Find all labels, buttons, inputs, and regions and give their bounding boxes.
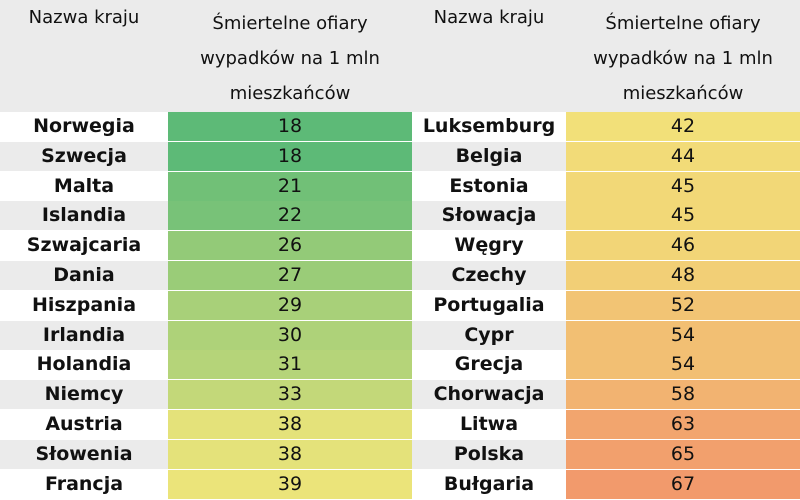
left-country-cell: Dania <box>53 264 115 286</box>
left-country-cell: Irlandia <box>42 323 126 346</box>
table-row: Norwegia 18 Luksemburg 42 <box>0 112 800 141</box>
header-country-left: Nazwa kraju <box>0 0 168 112</box>
right-country-cell: Bułgaria <box>443 472 535 495</box>
header-rate-left-label: Śmiertelne ofiary wypadków na 1 mln mies… <box>168 6 412 111</box>
right-country-cell: Węgry <box>454 234 524 257</box>
header-rate-left-line-3: mieszkańców <box>229 83 351 104</box>
right-country-cell: Grecja <box>454 353 524 376</box>
left-value-cell: 21 <box>168 171 412 201</box>
right-value-cell: 45 <box>566 171 800 201</box>
right-country-cell: Słowacja <box>441 204 537 227</box>
table-row: Islandia 22 Słowacja 45 <box>0 201 800 231</box>
right-value-cell: 54 <box>566 350 800 380</box>
left-value-cell: 18 <box>168 112 412 141</box>
left-country-cell: Słowenia <box>35 442 133 465</box>
right-country-cell: Estonia <box>449 174 529 197</box>
left-value-cell: 38 <box>168 439 412 469</box>
right-value-cell: 46 <box>566 231 800 261</box>
right-value-cell: 63 <box>566 410 800 439</box>
header-country-left-label: Nazwa kraju <box>28 7 140 28</box>
left-value-cell: 31 <box>168 350 412 380</box>
left-country-cell: Malta <box>53 174 115 197</box>
right-value-cell: 54 <box>566 320 800 350</box>
left-value-cell: 33 <box>168 380 412 410</box>
table-row: Francja 39 Bułgaria 67 <box>0 469 800 499</box>
right-country-cell: Czechy <box>451 264 527 286</box>
table-row: Hiszpania 29 Portugalia 52 <box>0 290 800 320</box>
header-country-right: Nazwa kraju <box>412 0 566 112</box>
left-country-cell: Szwecja <box>41 144 127 167</box>
left-value-cell: 26 <box>168 231 412 261</box>
right-value-cell: 45 <box>566 201 800 231</box>
table-row: Irlandia 30 Cypr 54 <box>0 320 800 350</box>
left-value-cell: 18 <box>168 141 412 171</box>
header-rate-right-line-2: wypadków na 1 mln <box>593 48 773 69</box>
right-value-cell: 67 <box>566 469 800 499</box>
table-row: Szwecja 18 Belgia 44 <box>0 141 800 171</box>
left-value-cell: 29 <box>168 290 412 320</box>
header-rate-right: Śmiertelne ofiary wypadków na 1 mln mies… <box>566 0 800 112</box>
right-country-cell: Chorwacja <box>433 383 545 406</box>
table-row: Malta 21 Estonia 45 <box>0 171 800 201</box>
left-country-cell: Francja <box>44 472 124 495</box>
right-value-cell: 42 <box>566 112 800 141</box>
table-row: Dania 27 Czechy 48 <box>0 261 800 290</box>
right-country-cell: Litwa <box>459 413 519 435</box>
right-value-cell: 44 <box>566 141 800 171</box>
right-country-cell: Cypr <box>464 323 514 346</box>
left-value-cell: 38 <box>168 410 412 439</box>
right-value-cell: 58 <box>566 380 800 410</box>
right-country-cell: Polska <box>453 442 525 465</box>
right-value-cell: 48 <box>566 261 800 290</box>
header-rate-left-line-2: wypadków na 1 mln <box>200 48 380 69</box>
left-country-cell: Islandia <box>41 204 127 227</box>
right-country-cell: Portugalia <box>433 293 545 316</box>
right-country-cell: Belgia <box>455 144 523 167</box>
right-value-cell: 52 <box>566 290 800 320</box>
left-value-cell: 39 <box>168 469 412 499</box>
table-row: Holandia 31 Grecja 54 <box>0 350 800 380</box>
left-value-cell: 30 <box>168 320 412 350</box>
left-country-cell: Niemcy <box>44 383 124 406</box>
left-value-cell: 22 <box>168 201 412 231</box>
left-country-cell: Austria <box>45 413 123 435</box>
header-rate-left: Śmiertelne ofiary wypadków na 1 mln mies… <box>168 0 412 112</box>
table-row: Słowenia 38 Polska 65 <box>0 439 800 469</box>
header-rate-left-line-1: Śmiertelne ofiary <box>212 13 368 34</box>
header-rate-right-line-3: mieszkańców <box>622 83 744 104</box>
header-country-right-label: Nazwa kraju <box>433 7 545 28</box>
right-country-cell: Luksemburg <box>422 115 556 137</box>
left-country-cell: Holandia <box>36 353 132 376</box>
table-row: Austria 38 Litwa 63 <box>0 410 800 439</box>
left-country-cell: Norwegia <box>33 115 135 137</box>
table-row: Szwajcaria 26 Węgry 46 <box>0 231 800 261</box>
table-row: Niemcy 33 Chorwacja 58 <box>0 380 800 410</box>
right-value-cell: 65 <box>566 439 800 469</box>
left-value-cell: 27 <box>168 261 412 290</box>
header-rate-right-label: Śmiertelne ofiary wypadków na 1 mln mies… <box>566 6 800 111</box>
left-country-cell: Hiszpania <box>31 293 137 316</box>
header-rate-right-line-1: Śmiertelne ofiary <box>605 13 761 34</box>
left-country-cell: Szwajcaria <box>26 234 142 257</box>
